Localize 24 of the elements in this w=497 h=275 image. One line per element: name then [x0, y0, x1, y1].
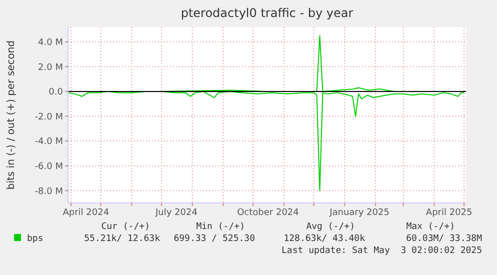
text: 60.03M/ 33.38M: [406, 234, 483, 244]
y-tick-label: -8.0 M: [34, 186, 63, 197]
x-tick-label: October 2024: [237, 208, 300, 218]
y-tick-label: -4.0 M: [34, 137, 63, 148]
x-tick-label: January 2025: [328, 208, 390, 218]
x-tick-label: April 2025: [426, 208, 472, 218]
text: Min (-/+): [196, 222, 245, 232]
text: 128.63k/ 43.40k: [284, 234, 366, 244]
text: 55.21k/ 12.63k: [84, 234, 161, 244]
y-axis-title: bits in (-) / out (+) per second: [6, 40, 17, 190]
text: Avg (-/+): [306, 222, 355, 232]
text: Last update: Sat May 3 02:00:02 2025: [282, 246, 482, 256]
y-tick-label: 4.0 M: [38, 38, 63, 48]
y-tick-label: -2.0 M: [34, 112, 63, 122]
x-tick-label: April 2024: [62, 208, 110, 218]
x-tick-label: July 2024: [154, 208, 198, 218]
y-tick-label: -6.0 M: [34, 162, 63, 172]
text: 699.33 / 525.30: [174, 234, 255, 244]
y-tick-label: 0.0: [48, 88, 64, 98]
text: Cur (-/+): [101, 222, 150, 232]
legend-label: bps: [27, 234, 44, 244]
text: Max (-/+): [406, 222, 455, 232]
chart-title: pterodactyl0 traffic - by year: [180, 6, 354, 20]
y-tick-label: 2.0 M: [38, 62, 63, 73]
